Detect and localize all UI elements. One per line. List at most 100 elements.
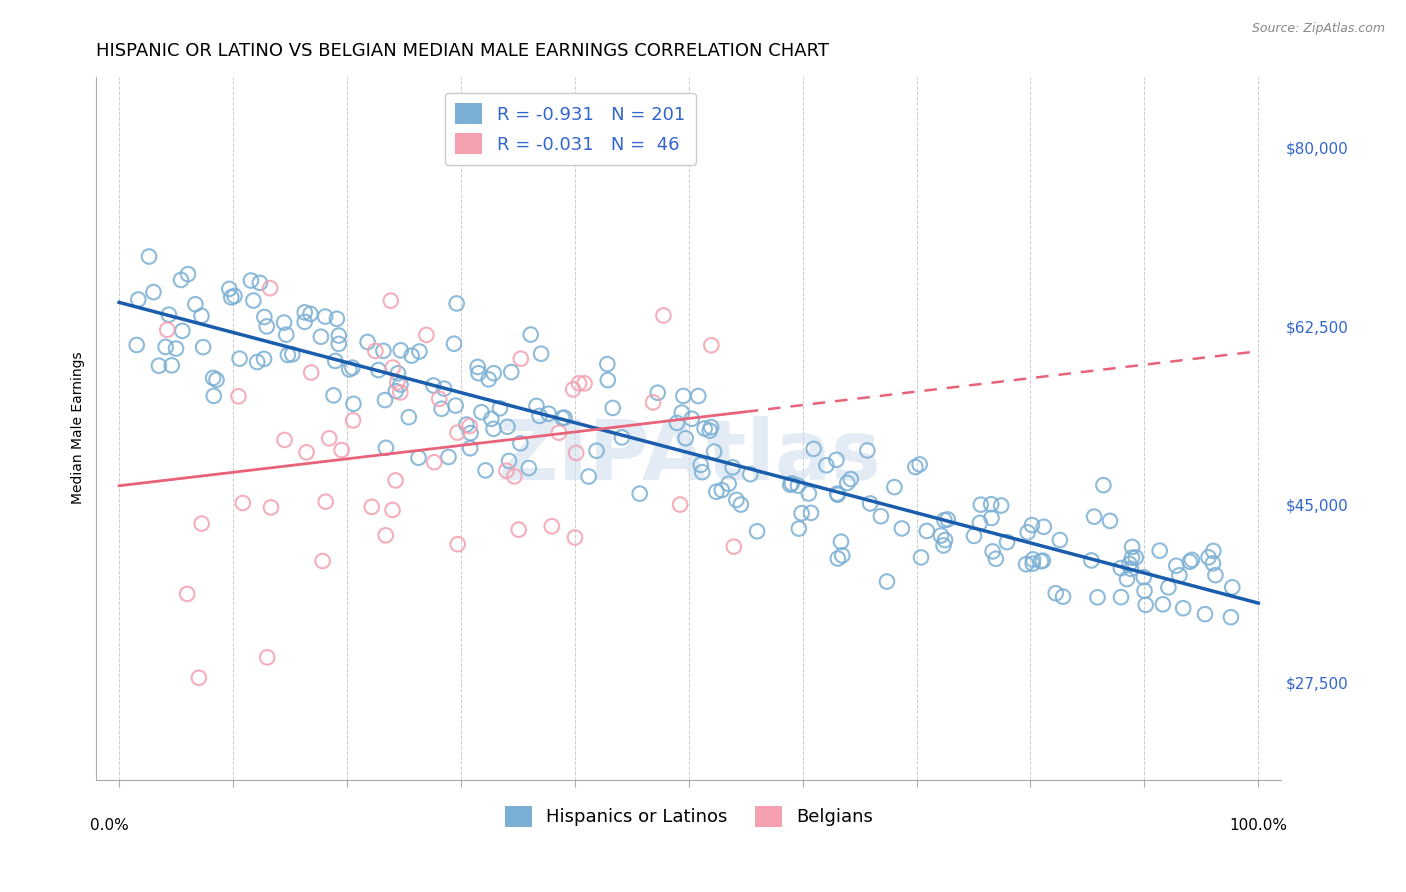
Text: HISPANIC OR LATINO VS BELGIAN MEDIAN MALE EARNINGS CORRELATION CHART: HISPANIC OR LATINO VS BELGIAN MEDIAN MAL… bbox=[97, 42, 830, 60]
Point bbox=[665, 416, 688, 430]
Point bbox=[1173, 601, 1195, 615]
Point bbox=[148, 359, 170, 373]
Point bbox=[224, 289, 246, 303]
Point bbox=[1166, 558, 1188, 573]
Point bbox=[704, 484, 727, 499]
Point bbox=[415, 327, 437, 342]
Point bbox=[232, 496, 254, 510]
Point bbox=[342, 413, 364, 427]
Point bbox=[800, 506, 823, 520]
Point bbox=[478, 372, 501, 386]
Point bbox=[299, 366, 322, 380]
Point bbox=[995, 535, 1018, 549]
Point bbox=[1178, 555, 1201, 569]
Point bbox=[710, 483, 733, 497]
Point bbox=[489, 401, 512, 416]
Point bbox=[281, 347, 304, 361]
Point bbox=[373, 343, 395, 358]
Point bbox=[1045, 586, 1067, 600]
Point bbox=[883, 480, 905, 494]
Point bbox=[1202, 557, 1225, 571]
Point bbox=[389, 343, 412, 358]
Point bbox=[299, 307, 322, 321]
Point bbox=[276, 327, 298, 342]
Point bbox=[688, 389, 710, 403]
Point bbox=[717, 476, 740, 491]
Point bbox=[375, 441, 398, 455]
Point bbox=[910, 550, 932, 565]
Point bbox=[273, 316, 295, 330]
Point bbox=[127, 293, 149, 307]
Point bbox=[934, 533, 956, 547]
Point bbox=[671, 406, 693, 420]
Point bbox=[256, 319, 278, 334]
Point bbox=[1049, 533, 1071, 547]
Text: 0.0%: 0.0% bbox=[90, 818, 129, 833]
Point bbox=[479, 412, 502, 426]
Point bbox=[205, 373, 228, 387]
Point bbox=[876, 574, 898, 589]
Point bbox=[1052, 590, 1074, 604]
Point bbox=[256, 650, 278, 665]
Point bbox=[1157, 580, 1180, 594]
Point bbox=[779, 477, 801, 491]
Point bbox=[700, 338, 723, 352]
Point bbox=[187, 671, 209, 685]
Point bbox=[932, 538, 955, 552]
Point bbox=[1087, 591, 1109, 605]
Point bbox=[699, 424, 721, 438]
Point bbox=[1219, 610, 1241, 624]
Point bbox=[259, 281, 281, 295]
Point bbox=[730, 498, 752, 512]
Point bbox=[160, 359, 183, 373]
Point bbox=[177, 267, 200, 281]
Point bbox=[529, 409, 551, 423]
Point bbox=[482, 422, 505, 436]
Point bbox=[990, 499, 1012, 513]
Point bbox=[551, 411, 574, 425]
Point bbox=[315, 494, 337, 508]
Point bbox=[155, 340, 177, 354]
Point bbox=[380, 293, 402, 308]
Point bbox=[456, 417, 478, 432]
Point bbox=[1194, 607, 1216, 621]
Point bbox=[446, 296, 468, 310]
Point bbox=[1116, 572, 1139, 586]
Point bbox=[787, 522, 810, 536]
Point bbox=[1021, 518, 1043, 533]
Point bbox=[641, 395, 664, 409]
Point bbox=[503, 469, 526, 483]
Point bbox=[596, 373, 619, 387]
Point bbox=[360, 500, 382, 514]
Point bbox=[385, 384, 408, 398]
Point bbox=[519, 327, 541, 342]
Point bbox=[675, 431, 697, 445]
Point bbox=[856, 443, 879, 458]
Point bbox=[408, 450, 430, 465]
Point bbox=[295, 445, 318, 459]
Point bbox=[1125, 550, 1147, 565]
Point bbox=[690, 465, 713, 479]
Point bbox=[218, 282, 240, 296]
Point bbox=[433, 382, 456, 396]
Point bbox=[389, 385, 412, 400]
Point bbox=[540, 519, 562, 533]
Point bbox=[191, 340, 214, 354]
Point bbox=[437, 450, 460, 464]
Point bbox=[156, 323, 179, 337]
Point bbox=[602, 401, 624, 415]
Point bbox=[970, 498, 993, 512]
Point bbox=[467, 359, 489, 374]
Point bbox=[803, 442, 825, 456]
Point bbox=[647, 385, 669, 400]
Point bbox=[202, 389, 225, 403]
Point bbox=[422, 378, 444, 392]
Point bbox=[963, 529, 986, 543]
Point bbox=[1198, 550, 1220, 565]
Point bbox=[693, 421, 716, 435]
Point bbox=[1121, 540, 1143, 554]
Point bbox=[1204, 568, 1226, 582]
Point bbox=[1119, 562, 1142, 576]
Point bbox=[790, 506, 813, 520]
Point bbox=[221, 290, 243, 304]
